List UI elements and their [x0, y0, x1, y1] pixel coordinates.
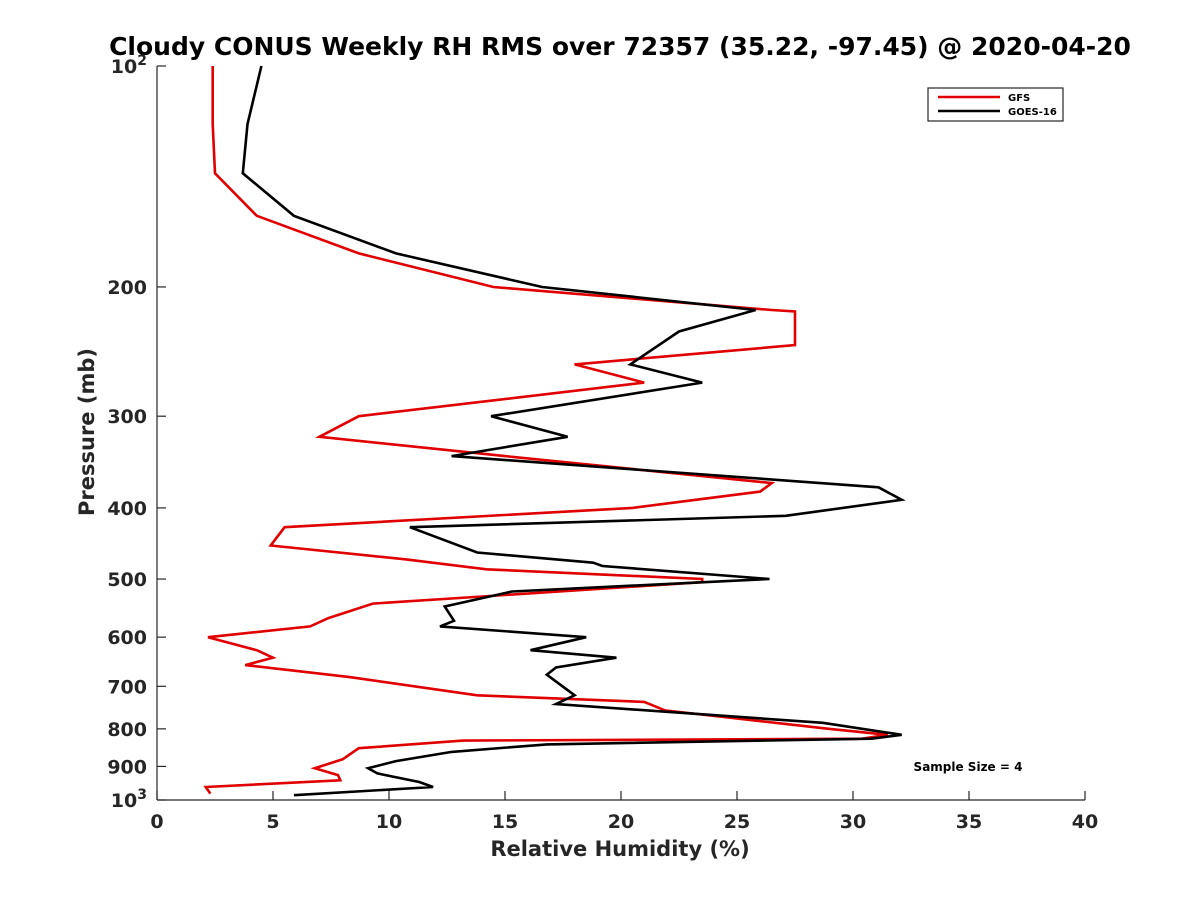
sample-size-annotation: Sample Size = 4	[914, 760, 1023, 774]
x-tick-label: 20	[608, 811, 634, 833]
y-tick-label: 300	[107, 406, 147, 428]
y-tick-label: 102	[111, 53, 147, 78]
x-tick-label: 25	[724, 811, 750, 833]
legend-label: GFS	[1008, 93, 1030, 104]
x-axis-label: Relative Humidity (%)	[490, 837, 749, 861]
x-tick-label: 0	[150, 811, 163, 833]
y-tick-label: 700	[107, 676, 147, 698]
y-axis-label: Pressure (mb)	[75, 348, 99, 516]
y-tick-label: 400	[107, 498, 147, 520]
x-tick-label: 30	[840, 811, 866, 833]
legend-box	[927, 87, 1064, 122]
chart-title: Cloudy CONUS Weekly RH RMS over 72357 (3…	[109, 32, 1131, 61]
legend-label: GOES-16	[1008, 107, 1057, 118]
y-tick-label: 900	[107, 756, 147, 778]
series-line-goes-16	[241, 65, 906, 797]
y-tick-label: 103	[111, 787, 147, 812]
y-tick-label: 500	[107, 569, 147, 591]
x-tick-label: 10	[376, 811, 402, 833]
y-tick-label: 200	[107, 277, 147, 299]
legend: GFS GOES-16	[927, 87, 1064, 122]
y-tick-label: 800	[107, 719, 147, 741]
y-tick-label: 600	[107, 627, 147, 649]
x-tick-label: 5	[266, 811, 279, 833]
x-tick-label: 15	[492, 811, 518, 833]
x-tick-label: 40	[1072, 811, 1098, 833]
plot-area: 0 5 10 15 20 25 30 35 40 102 200 300 400 500 600 700 800…	[107, 53, 1098, 833]
x-tick-label: 35	[956, 811, 982, 833]
